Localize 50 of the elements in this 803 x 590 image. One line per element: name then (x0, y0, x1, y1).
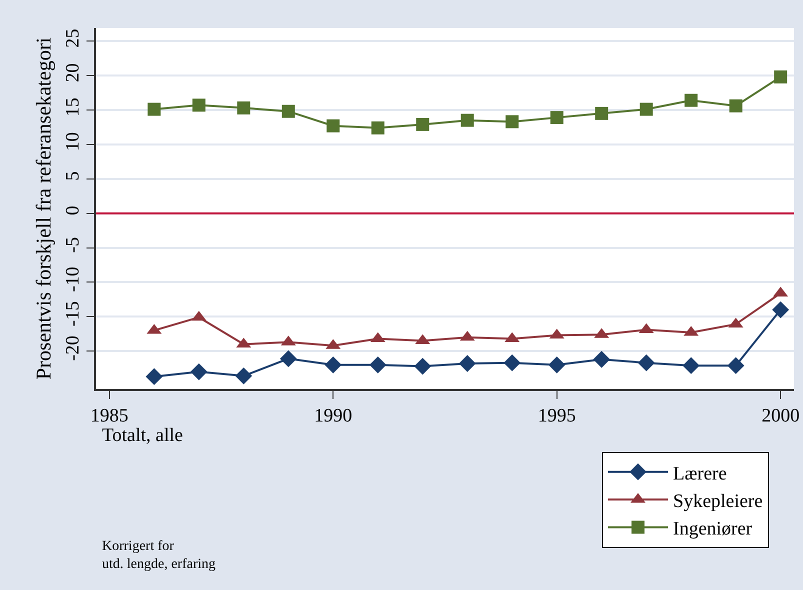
point (280, 350, 297, 368)
point (190, 363, 208, 380)
point (772, 301, 790, 318)
y-tick-label: -10 (62, 266, 84, 292)
y-tick-label: 25 (62, 28, 84, 48)
y-tick-label: 10 (62, 132, 84, 152)
point (237, 101, 250, 114)
point (593, 350, 610, 368)
y-tick-label: -5 (62, 237, 84, 253)
text: Totalt, alle (102, 425, 183, 446)
point (504, 354, 521, 372)
legend-label: Ingeniører (673, 518, 753, 540)
point (506, 115, 519, 128)
point (640, 102, 653, 116)
point (282, 104, 295, 118)
point (326, 119, 340, 132)
point (414, 358, 432, 375)
point (369, 356, 386, 374)
point (324, 356, 342, 374)
legend-label: Sykepleiere (673, 490, 763, 512)
text: Korrigert for utd. lengde, erfaring (102, 539, 216, 572)
point (548, 356, 566, 374)
legend-label: Lærere (673, 463, 727, 484)
point (146, 368, 163, 386)
point (371, 121, 384, 134)
point (595, 106, 608, 120)
point (460, 114, 474, 127)
x-tick-label: 1990 (314, 406, 352, 427)
point (638, 354, 655, 372)
y-tick-label: 0 (62, 206, 84, 216)
point (192, 98, 206, 112)
y-tick-label: 5 (62, 171, 84, 181)
y-tick-label: -20 (62, 336, 84, 361)
y-axis-title: Prosentvis forskjell fra referansekategori (31, 37, 56, 380)
point (458, 355, 476, 372)
point (727, 357, 744, 374)
point (235, 367, 252, 384)
x-tick-label: 1995 (538, 406, 576, 427)
y-tick-label: 15 (62, 98, 84, 117)
point (416, 118, 430, 131)
point (684, 94, 698, 107)
y-tick-label: -15 (62, 301, 84, 326)
point (682, 357, 700, 374)
y-tick-label: 20 (62, 63, 84, 82)
x-tick-label: 1985 (90, 406, 128, 427)
point (148, 102, 161, 116)
point (550, 111, 564, 124)
point (729, 99, 742, 112)
point (774, 70, 788, 84)
x-tick-label: 2000 (762, 406, 800, 427)
